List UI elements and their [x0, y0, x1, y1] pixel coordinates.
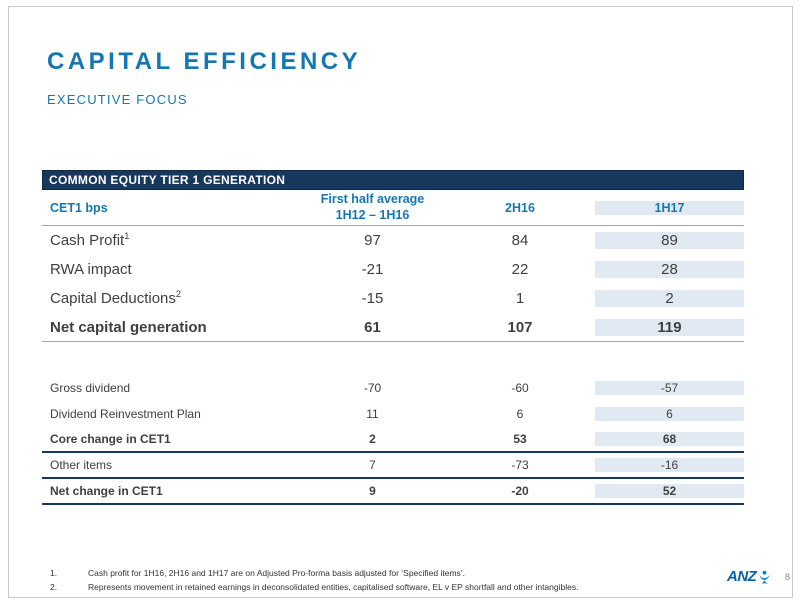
cell-value: -16: [595, 458, 744, 472]
header-col1-line2: 1H12 – 1H16: [335, 207, 410, 222]
footnote-2: 2. Represents movement in retained earni…: [50, 582, 578, 592]
row-label: Other items: [50, 458, 113, 472]
cell-value: 6: [595, 407, 744, 421]
row-label: Gross dividend: [50, 381, 131, 395]
cell-value: -70: [363, 381, 382, 395]
cell-value: -21: [361, 261, 384, 278]
table-row-subtotal: Net capital generation 61 107 119: [42, 313, 744, 342]
cell-value: 89: [595, 232, 744, 249]
table-row: Dividend Reinvestment Plan 11 6 6: [42, 401, 744, 427]
cell-value: 52: [595, 484, 744, 498]
footnote-text: Represents movement in retained earnings…: [88, 582, 579, 592]
cell-value: -73: [511, 458, 529, 472]
table-row: Gross dividend -70 -60 -57: [42, 375, 744, 401]
table-row: Capital Deductions2 -15 1 2: [42, 284, 744, 313]
cell-value: -60: [511, 381, 529, 395]
page-subtitle: EXECUTIVE FOCUS: [47, 92, 188, 107]
anz-logo: ANZ: [727, 568, 772, 585]
header-2h16: 2H16: [505, 200, 535, 215]
row-label: Core change in CET1: [50, 432, 171, 446]
cell-value: 22: [511, 261, 529, 278]
cell-value: 107: [507, 318, 533, 336]
cell-value: 28: [595, 261, 744, 278]
cell-value: 68: [595, 432, 744, 446]
cell-value: -20: [511, 484, 529, 498]
cell-value: 7: [369, 458, 376, 472]
table-banner: COMMON EQUITY TIER 1 GENERATION: [42, 170, 744, 190]
table-row: Other items 7 -73 -16: [42, 453, 744, 479]
cell-value: 6: [516, 407, 524, 421]
slide-border: [8, 6, 793, 598]
footnote-marker: 2: [175, 289, 182, 299]
row-label: Capital Deductions2: [50, 289, 182, 307]
table-row: RWA impact -21 22 28: [42, 255, 744, 284]
anz-symbol-icon: [759, 570, 771, 584]
cell-value: 53: [513, 432, 527, 446]
header-cet1-bps: CET1 bps: [50, 200, 108, 215]
page-number: 8: [785, 572, 791, 582]
cell-value: -15: [361, 290, 384, 307]
table-row: Cash Profit1 97 84 89: [42, 226, 744, 255]
header-first-half-average: First half average 1H12 – 1H16: [300, 192, 445, 223]
cell-value: 61: [364, 318, 381, 336]
table-row-total: Net change in CET1 9 -20 52: [42, 479, 744, 505]
header-1h17: 1H17: [595, 200, 744, 215]
cet1-table: COMMON EQUITY TIER 1 GENERATION CET1 bps…: [42, 170, 744, 505]
cell-value: 97: [364, 232, 381, 249]
header-col1-line1: First half average: [320, 191, 425, 206]
cell-value: 2: [595, 290, 744, 307]
cell-value: 119: [595, 318, 744, 336]
footnote-text: Cash profit for 1H16, 2H16 and 1H17 are …: [88, 568, 466, 578]
table-row-subtotal: Core change in CET1 2 53 68: [42, 427, 744, 453]
cell-value: 1: [515, 290, 525, 307]
page-title: CAPITAL EFFICIENCY: [47, 48, 362, 75]
row-label: Cash Profit1: [50, 231, 130, 249]
cell-value: 9: [369, 484, 376, 498]
table-header-row: CET1 bps First half average 1H12 – 1H16 …: [42, 190, 744, 226]
row-label: Net capital generation: [50, 318, 207, 336]
footnote-number: 2.: [50, 582, 58, 592]
row-label: Net change in CET1: [50, 484, 163, 498]
table-spacer-row: [42, 342, 744, 375]
row-label: RWA impact: [50, 261, 132, 278]
footnote-marker: 1: [124, 231, 130, 241]
cell-value: 2: [369, 432, 376, 446]
footnote-number: 1.: [50, 568, 58, 578]
footnotes: 1. Cash profit for 1H16, 2H16 and 1H17 a…: [50, 568, 578, 596]
cell-value: 84: [511, 232, 529, 249]
anz-logo-text: ANZ: [727, 568, 757, 585]
cell-value: -57: [595, 381, 744, 395]
cell-value: 11: [366, 407, 379, 421]
footnote-1: 1. Cash profit for 1H16, 2H16 and 1H17 a…: [50, 568, 578, 578]
row-label: Dividend Reinvestment Plan: [50, 407, 201, 421]
